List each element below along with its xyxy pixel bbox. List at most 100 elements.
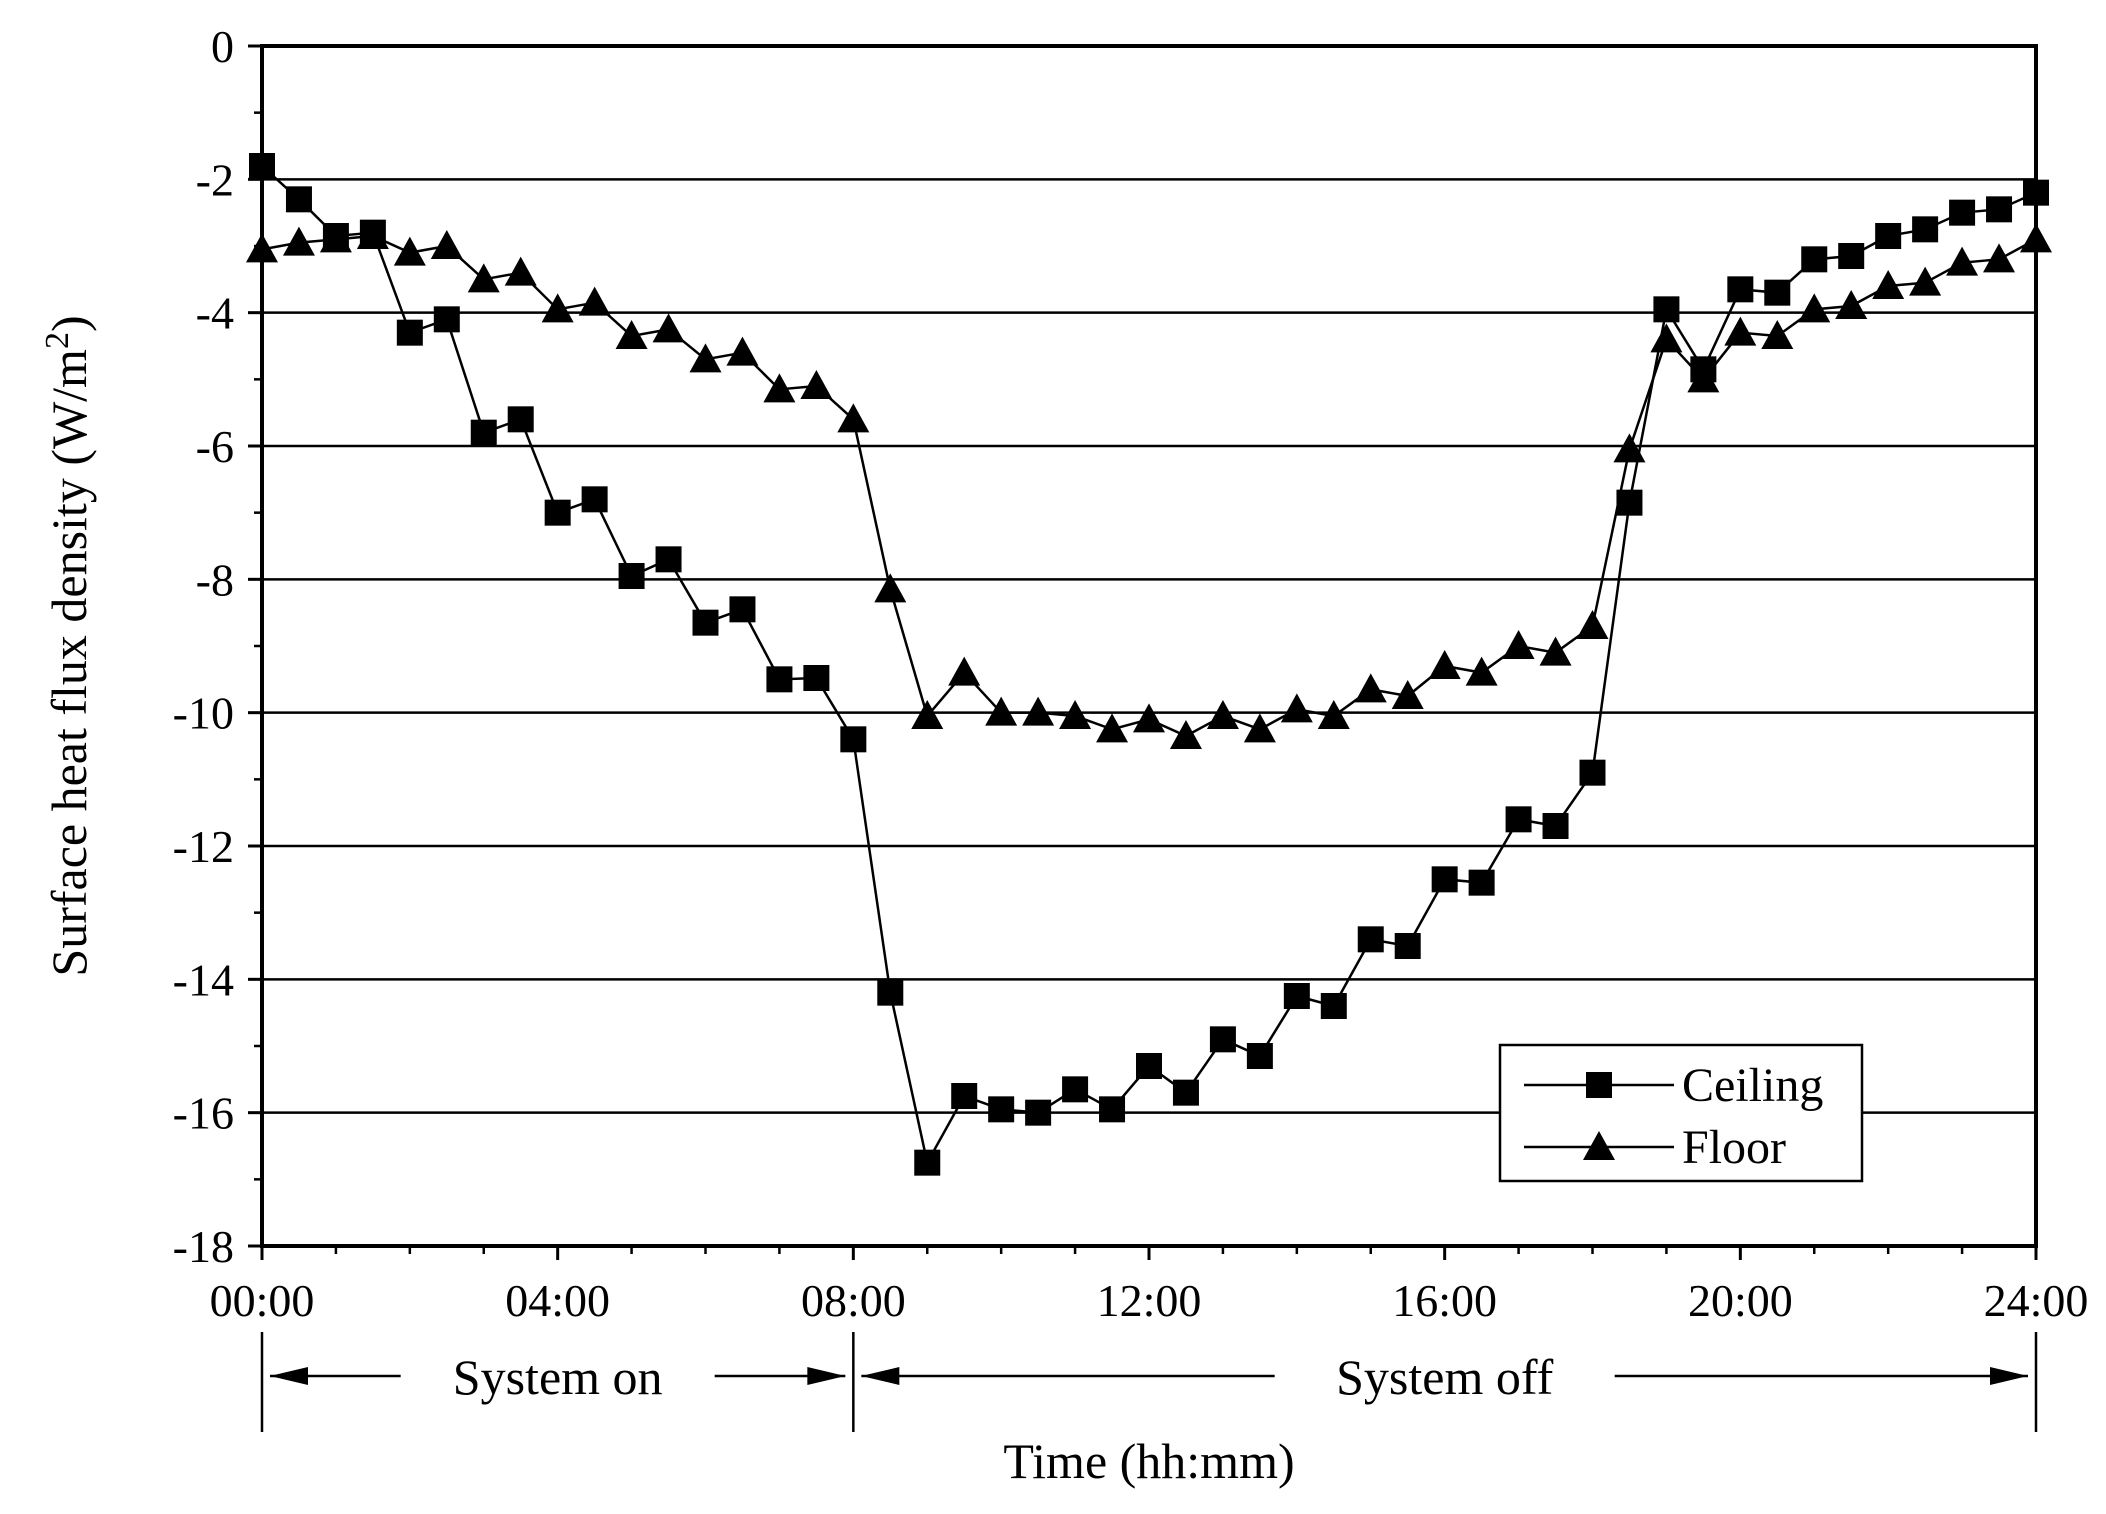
ceiling-point [988, 1096, 1015, 1123]
y-tick-label: -8 [196, 554, 234, 605]
floor-point [541, 293, 574, 323]
ceiling-point [877, 979, 904, 1006]
ceiling-point [1653, 296, 1680, 323]
ceiling-point [840, 726, 867, 753]
floor-point [1502, 630, 1535, 659]
ceiling-point [1468, 869, 1495, 896]
ceiling-point [1246, 1043, 1273, 1069]
ceiling-point [1505, 806, 1532, 833]
y-tick-label: -12 [173, 821, 234, 872]
floor-point [1096, 713, 1129, 743]
ceiling-point [433, 306, 460, 333]
floor-point [319, 223, 352, 253]
ceiling-point [1579, 759, 1606, 786]
floor-point [837, 403, 870, 433]
floor-point [1465, 656, 1498, 686]
phase-system-off: System off [861, 1349, 2028, 1405]
ceiling-point [544, 499, 571, 526]
floor-point [763, 373, 796, 403]
floor-point [1317, 700, 1350, 729]
floor-point [1872, 270, 1905, 299]
y-axis-title-end: ) [41, 315, 97, 332]
floor-point [911, 700, 944, 729]
ceiling-point [1949, 199, 1976, 226]
legend-label-ceiling: Ceiling [1682, 1059, 1823, 1112]
floor-point [652, 313, 685, 343]
phase-system-on: System on [270, 1349, 846, 1405]
ceiling-point [1209, 1026, 1236, 1053]
floor-point [1391, 680, 1424, 709]
legend-item-floor: Floor [1524, 1121, 1786, 1174]
floor-point [874, 573, 907, 603]
y-tick-label: -4 [196, 288, 234, 339]
floor-point [1835, 290, 1868, 319]
legend-label-floor: Floor [1682, 1121, 1786, 1174]
floor-point [1576, 610, 1609, 639]
ceiling-point [581, 486, 608, 513]
floor-point [689, 343, 722, 373]
ceiling-point [507, 406, 534, 433]
floor-point [1133, 703, 1165, 733]
phase-label: System on [453, 1349, 663, 1405]
floor-point [1909, 266, 1942, 296]
ceiling-point [1136, 1053, 1162, 1079]
ceiling-point [803, 665, 830, 691]
y-axis-title: Surface heat flux density (W/m2) [39, 315, 98, 976]
floor-point [1022, 696, 1055, 726]
ceiling-point [1801, 246, 1828, 273]
ceiling-point [1025, 1099, 1052, 1126]
floor-point [1983, 243, 2016, 273]
legend-marker-floor [1583, 1131, 1615, 1160]
x-tick-label: 20:00 [1688, 1275, 1793, 1326]
x-axis-title: Time (hh:mm) [1003, 1433, 1294, 1489]
floor-point [578, 286, 611, 316]
legend-item-ceiling: Ceiling [1524, 1059, 1823, 1112]
ceiling-point [655, 546, 682, 573]
floor-point [1613, 433, 1646, 463]
ceiling-point [1542, 813, 1569, 839]
floor-point [985, 696, 1018, 726]
ceiling-point [1172, 1079, 1199, 1106]
floor-point [1539, 636, 1572, 666]
ceiling-point [1764, 279, 1791, 306]
phase-arrowhead [807, 1367, 846, 1385]
ceiling-point [2023, 179, 2049, 206]
floor-point [1206, 700, 1239, 729]
floor-point [430, 230, 463, 259]
floor-point [1687, 363, 1720, 393]
x-tick-label: 24:00 [1984, 1275, 2089, 1326]
y-tick-label: -18 [173, 1221, 234, 1272]
floor-point [504, 256, 537, 286]
ceiling-point [1986, 196, 2013, 223]
floor-point [615, 320, 648, 349]
phase-annotations: System on System off [260, 1332, 2038, 1432]
ceiling-point [1727, 276, 1754, 303]
ceiling-point [951, 1083, 978, 1109]
ceiling-point [1875, 223, 1902, 249]
floor-point [1280, 693, 1313, 723]
ceiling-line [261, 165, 2037, 1167]
x-tick-label: 08:00 [801, 1275, 906, 1326]
series-ceiling [249, 153, 2049, 1176]
floor-point [1650, 323, 1683, 353]
ceiling-point [1283, 983, 1310, 1009]
y-tick-label: 0 [211, 21, 234, 72]
floor-point [800, 370, 833, 399]
floor-point [1428, 650, 1461, 679]
ceiling-point [729, 596, 756, 623]
floor-line [261, 234, 2037, 738]
ceiling-point [1394, 933, 1421, 959]
floor-point [246, 233, 278, 263]
ceiling-point [1838, 243, 1865, 269]
ceiling-point [692, 609, 719, 636]
phase-label: System off [1336, 1349, 1553, 1405]
floor-point [467, 263, 500, 293]
legend-marker-ceiling [1586, 1072, 1612, 1098]
floor-point [1724, 316, 1757, 346]
phase-arrowhead [270, 1367, 308, 1385]
x-tick-label: 16:00 [1392, 1275, 1497, 1326]
grid-lines [262, 178, 2036, 1114]
floor-point [1243, 713, 1276, 743]
